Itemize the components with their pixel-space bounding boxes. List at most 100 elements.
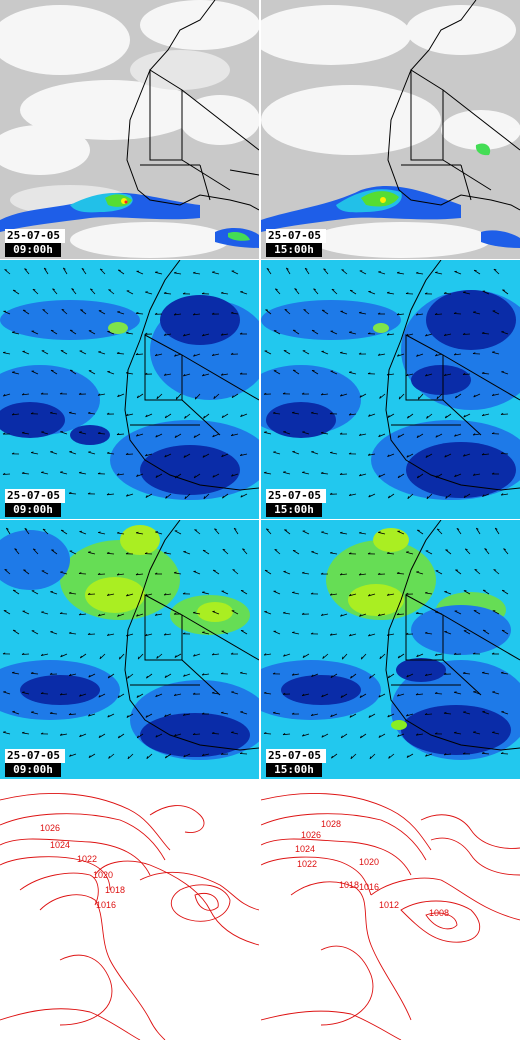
isobar-label: 1022 — [297, 859, 317, 869]
wind-arrow-head — [360, 656, 363, 660]
wind-arrow — [117, 613, 125, 617]
wind-arrow — [174, 572, 182, 575]
wind-arrow — [80, 653, 87, 659]
wind-arrow — [481, 372, 490, 375]
wind-arrow-head — [230, 352, 234, 355]
wind-arrow-head — [136, 735, 139, 739]
wind-arrow — [406, 373, 414, 377]
wind-arrow — [221, 590, 229, 595]
wind-arrow-head — [41, 611, 44, 613]
wind-arrow — [436, 528, 443, 535]
wind-arrow — [183, 373, 191, 377]
wind-arrow-head — [230, 433, 234, 437]
wind-arrow-head — [320, 393, 324, 396]
wind-arrow-head — [155, 434, 158, 438]
wind-arrow — [292, 673, 300, 676]
wind-arrow-head — [69, 754, 72, 757]
wind-arrow — [292, 632, 300, 635]
wind-arrow-head — [348, 493, 352, 496]
wind-arrow — [41, 570, 49, 575]
wind-arrow — [311, 412, 319, 415]
wind-arrow-head — [263, 392, 267, 395]
wind-arrow-head — [396, 313, 400, 316]
wind-arrow — [454, 353, 462, 356]
wind-arrow-head — [263, 471, 267, 474]
satellite-panel-0900: 25-07-05 09:00h — [0, 0, 259, 259]
wind-arrow — [320, 472, 329, 475]
wind-arrow — [155, 473, 163, 478]
isobar-label: 1018 — [339, 880, 359, 890]
wind-arrow-head — [406, 714, 409, 717]
wind-arrow-head — [220, 373, 224, 376]
wind-arrow-head — [136, 395, 139, 399]
wind-arrow — [232, 569, 239, 575]
wind-arrow-head — [174, 734, 177, 737]
wind-arrow-head — [163, 633, 167, 636]
wind-arrow — [21, 653, 30, 655]
wind-arrow — [416, 653, 424, 658]
wind-arrow-head — [348, 452, 352, 455]
wind-arrow — [330, 452, 338, 455]
wind-arrow — [323, 268, 329, 275]
wind-arrow — [273, 330, 281, 335]
wind-arrow — [135, 573, 144, 576]
wind-arrow-head — [21, 471, 25, 474]
wind-arrow-head — [194, 529, 198, 531]
time-label: 09:00h — [5, 503, 61, 517]
wind-arrow-head — [481, 331, 485, 334]
wind-arrow-head — [434, 312, 438, 315]
wind-high-map-1500 — [261, 520, 520, 779]
wind-arrow-head — [320, 431, 324, 434]
wind-arrow-head — [173, 693, 177, 696]
wind-arrow-head — [386, 333, 390, 336]
wind-arrow-head — [481, 371, 485, 374]
wind-arrow-head — [388, 755, 390, 759]
wind-arrow-head — [291, 411, 295, 414]
wind-arrow-head — [397, 734, 400, 737]
wind-arrow — [31, 452, 39, 455]
wind-arrow — [60, 529, 68, 535]
wind-arrow-head — [173, 271, 177, 274]
wind-arrow — [212, 473, 220, 478]
wind-arrow-head — [183, 674, 186, 677]
wind-arrow-head — [386, 291, 390, 294]
wind-arrow — [359, 693, 367, 698]
wind-arrow-head — [174, 435, 177, 438]
wind-arrow — [99, 268, 106, 275]
wind-arrow — [387, 593, 395, 596]
wind-arrow-head — [444, 415, 447, 419]
wind-arrow-head — [435, 271, 438, 273]
wind-arrow-head — [164, 714, 167, 717]
wind-arrow — [50, 329, 58, 335]
wind-arrow — [69, 412, 77, 415]
wind-vectors — [263, 267, 509, 500]
wind-arrow — [22, 432, 30, 435]
wind-arrow — [378, 433, 386, 438]
wind-arrow-head — [436, 396, 439, 400]
wind-arrow-head — [201, 753, 205, 756]
wind-arrow-head — [116, 432, 120, 436]
wind-arrow — [500, 753, 509, 755]
wind-arrow-head — [220, 291, 224, 294]
wind-arrow-head — [144, 332, 148, 335]
wind-arrow-head — [24, 528, 28, 530]
wind-arrow-head — [473, 394, 476, 398]
wind-arrow-head — [445, 496, 447, 499]
wind-arrow-head — [301, 693, 305, 697]
wind-arrow — [368, 453, 376, 456]
wind-arrow — [302, 530, 310, 535]
wind-arrow-head — [87, 592, 91, 595]
wind-arrow-head — [201, 712, 205, 715]
wind-arrow-head — [322, 656, 325, 659]
wind-arrow-head — [183, 754, 186, 758]
wind-arrow-head — [386, 552, 390, 554]
wind-arrow-head — [3, 394, 6, 397]
wind-arrow — [350, 753, 357, 760]
wind-arrow — [97, 432, 106, 435]
wind-arrow-head — [163, 551, 167, 554]
wind-arrow — [22, 610, 30, 615]
time-label: 09:00h — [5, 243, 61, 257]
wind-arrow-head — [266, 528, 269, 531]
wind-arrow-head — [173, 313, 177, 316]
wind-arrow — [475, 527, 481, 535]
